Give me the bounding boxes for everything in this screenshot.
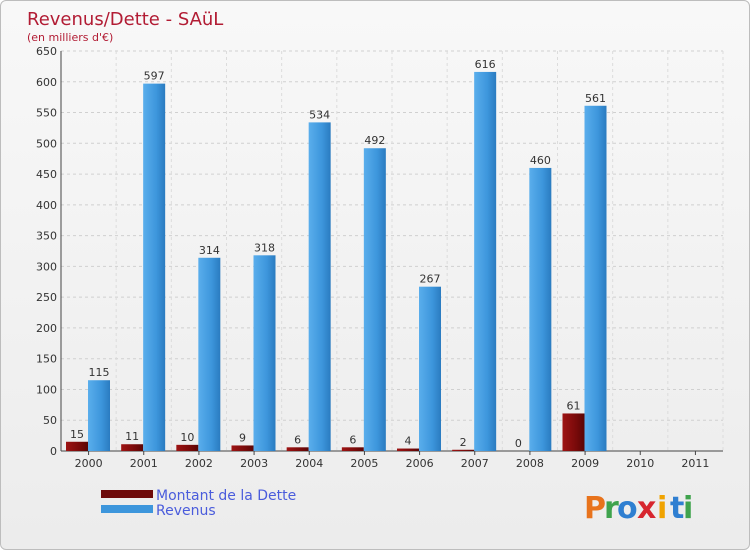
y-tick-label: 250 (36, 291, 57, 304)
bar-dette (176, 444, 199, 451)
bar-revenus (143, 83, 166, 451)
x-tick-label: 2007 (461, 457, 489, 470)
bar-revenus (419, 286, 441, 451)
data-label: 597 (144, 70, 165, 83)
data-label: 314 (199, 244, 220, 257)
y-tick-label: 450 (36, 168, 57, 181)
logo-letter: r (604, 491, 619, 526)
x-tick-label: 2004 (295, 457, 323, 470)
bar-dette (66, 441, 88, 451)
y-tick-label: 100 (36, 383, 57, 396)
bar-dette (121, 444, 144, 451)
x-tick-label: 2009 (571, 457, 599, 470)
y-tick-label: 500 (36, 137, 57, 150)
bar-dette (231, 445, 254, 451)
proxiti-logo: Pro x i ti (584, 491, 693, 526)
bar-dette (286, 447, 309, 451)
y-tick-label: 300 (36, 260, 57, 273)
x-tick-label: 2000 (75, 457, 103, 470)
data-label: 61 (567, 399, 581, 412)
bars (66, 71, 607, 452)
data-label: 267 (420, 273, 441, 286)
data-label: 6 (349, 433, 356, 446)
bar-revenus (363, 148, 386, 451)
bar-dette (341, 447, 364, 451)
bar-revenus (88, 380, 110, 451)
data-label: 4 (405, 435, 412, 448)
logo-letter: i (657, 491, 667, 526)
bar-revenus (308, 122, 331, 451)
y-tick-label: 400 (36, 199, 57, 212)
bar-revenus (584, 105, 607, 452)
y-tick-label: 0 (50, 445, 57, 458)
data-label: 616 (475, 58, 496, 71)
x-tick-label: 2006 (406, 457, 434, 470)
x-tick-label: 2003 (240, 457, 268, 470)
x-tick-label: 2008 (516, 457, 544, 470)
data-label: 534 (309, 108, 330, 121)
data-labels: 15 115 11 597 10 314 9 318 6 534 6 492 4 267 2 616 0 460 6… (70, 58, 606, 450)
x-tick-label: 2011 (681, 457, 709, 470)
y-tick-label: 600 (36, 76, 57, 89)
legend-label-debt: Montant de la Dette (156, 488, 296, 504)
bar-dette (562, 413, 585, 451)
y-tick-label: 200 (36, 322, 57, 335)
data-label: 6 (294, 433, 301, 446)
legend-swatch-revenus (101, 505, 153, 513)
data-label: 0 (515, 437, 522, 450)
y-tick-label: 50 (43, 414, 57, 427)
logo-letter: i (683, 491, 693, 526)
bar-revenus (474, 71, 497, 451)
logo-letter: o (617, 491, 638, 526)
data-label: 115 (89, 366, 110, 379)
y-tick-label: 650 (36, 45, 57, 58)
chart-title: Revenus/Dette - SAüL (27, 9, 223, 30)
x-tick-label: 2002 (185, 457, 213, 470)
legend-label-revenus: Revenus (156, 503, 216, 519)
logo-letter: P (584, 491, 606, 526)
data-label: 9 (239, 431, 246, 444)
chart-subtitle: (en milliers d'€) (27, 31, 113, 44)
y-tick-label: 150 (36, 353, 57, 366)
bar-dette (397, 448, 419, 451)
data-label: 10 (180, 431, 194, 444)
data-label: 11 (125, 430, 139, 443)
bar-revenus (253, 255, 276, 451)
x-tick-label: 2010 (626, 457, 654, 470)
logo-letter: x (637, 491, 656, 526)
logo-letter: t (670, 491, 684, 526)
data-label: 2 (460, 436, 467, 449)
grid (60, 50, 724, 452)
bar-dette (452, 449, 475, 451)
y-tick-label: 550 (36, 107, 57, 120)
legend-swatch-debt (101, 490, 153, 498)
data-label: 561 (585, 92, 606, 105)
x-tick-label: 2001 (130, 457, 158, 470)
data-label: 492 (364, 134, 385, 147)
axes: 0501001502002503003504004505005506006502… (36, 45, 723, 470)
x-tick-label: 2005 (350, 457, 378, 470)
data-label: 318 (254, 241, 275, 254)
data-label: 460 (530, 154, 551, 167)
bar-revenus (198, 257, 221, 451)
legend: Montant de la Dette Revenus (101, 488, 296, 519)
bar-revenus (529, 167, 552, 451)
data-label: 15 (70, 428, 84, 441)
y-tick-label: 350 (36, 230, 57, 243)
